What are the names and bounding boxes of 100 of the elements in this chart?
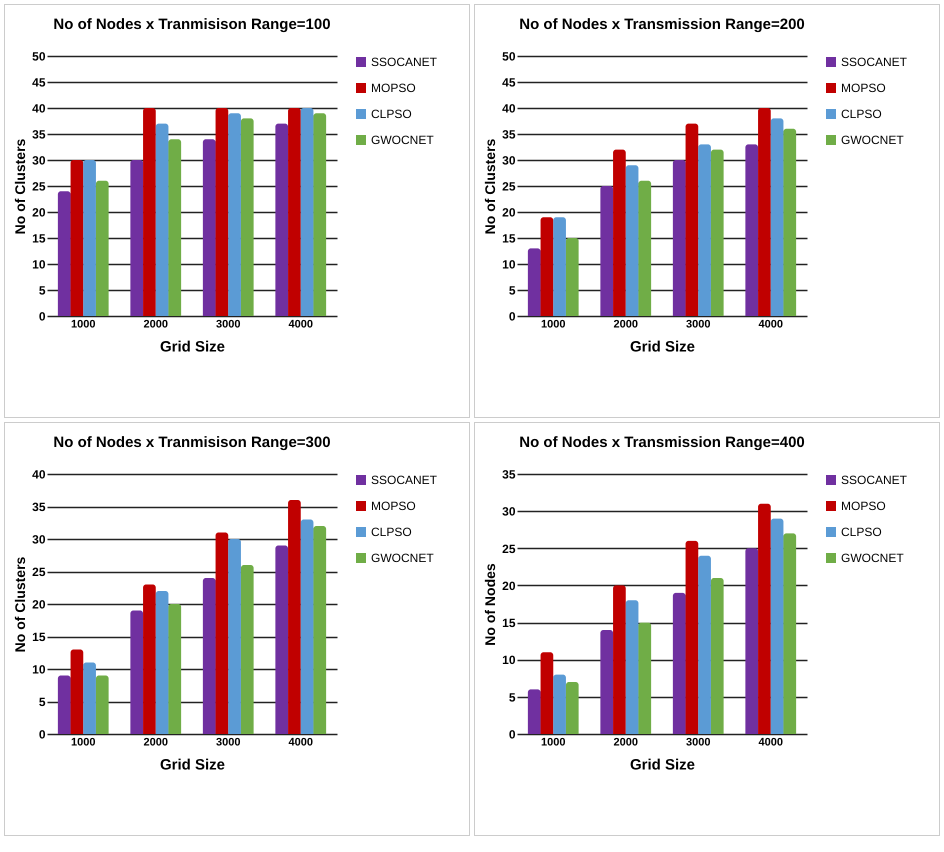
y-tick-label: 20: [32, 598, 46, 612]
y-tick-label: 15: [32, 630, 46, 644]
bar: [202, 578, 216, 734]
x-tick-label: 3000: [686, 736, 710, 748]
legend-label: CLPSO: [371, 107, 412, 121]
x-tick-label: 4000: [758, 736, 783, 748]
bar: [613, 150, 626, 316]
x-tick-label: 1000: [71, 318, 96, 330]
bar: [600, 630, 614, 734]
bar: [216, 108, 228, 316]
y-tick-label: 10: [502, 653, 516, 668]
bar: [130, 610, 144, 734]
y-tick-label: 35: [502, 128, 516, 142]
bar: [540, 217, 554, 316]
legend-label: CLPSO: [841, 525, 882, 539]
legend-label: SSOCANET: [371, 55, 438, 69]
x-tick-label: 4000: [288, 736, 313, 748]
bar: [58, 191, 71, 316]
chart-title: No of Nodes x Transmission Range=200: [519, 16, 805, 33]
y-tick-label: 0: [38, 310, 46, 324]
bar: [70, 650, 84, 734]
y-tick-label: 30: [32, 154, 46, 168]
legend-label: MOPSO: [841, 499, 886, 513]
bar: [156, 124, 168, 316]
y-axis-title: No of Clusters: [482, 138, 498, 234]
y-tick-label: 50: [502, 50, 516, 64]
y-tick-label: 25: [502, 542, 516, 556]
chart-title: No of Nodes x Tranmisison Range=100: [53, 16, 331, 33]
y-tick-label: 45: [502, 76, 516, 90]
bar: [275, 124, 288, 316]
bar: [202, 139, 216, 316]
bar: [613, 585, 626, 734]
bar: [313, 113, 326, 316]
bar: [745, 144, 758, 316]
y-axis-title: No of Clusters: [12, 556, 28, 652]
y-axis-title: No of Nodes: [482, 563, 498, 646]
bar: [758, 504, 771, 734]
bar: [300, 108, 314, 316]
y-tick-label: 40: [32, 468, 46, 482]
x-axis-title: Grid Size: [630, 756, 696, 774]
bar: [216, 532, 228, 734]
bar: [70, 160, 84, 316]
bar: [168, 604, 182, 734]
y-tick-label: 15: [502, 616, 516, 630]
bar: [143, 584, 156, 734]
bar: [672, 160, 686, 316]
x-axis-title: Grid Size: [160, 338, 226, 356]
y-tick-label: 35: [502, 468, 516, 482]
legend-label: MOPSO: [841, 81, 886, 95]
legend-label: MOPSO: [371, 81, 416, 95]
legend-label: SSOCANET: [841, 473, 908, 487]
y-tick-label: 10: [32, 662, 46, 676]
legend-label: GWOCNET: [841, 133, 904, 147]
bar: [288, 108, 301, 316]
bar: [58, 676, 71, 734]
y-tick-label: 35: [32, 128, 46, 142]
bar: [130, 160, 144, 316]
x-tick-label: 3000: [216, 736, 240, 748]
y-tick-label: 0: [508, 310, 516, 324]
bar: [228, 113, 241, 316]
y-axis-title: No of Clusters: [12, 138, 28, 234]
bar: [566, 238, 579, 316]
y-tick-label: 20: [502, 578, 516, 593]
legend-label: GWOCNET: [371, 133, 434, 147]
x-axis-title: Grid Size: [160, 756, 226, 774]
y-tick-label: 25: [32, 180, 46, 194]
bar: [770, 518, 784, 734]
y-tick-label: 5: [508, 284, 516, 298]
y-tick-label: 0: [38, 728, 46, 742]
bar: [710, 150, 724, 316]
y-tick-label: 5: [38, 284, 46, 298]
y-tick-label: 5: [508, 690, 516, 704]
x-tick-label: 2000: [614, 736, 638, 748]
x-tick-label: 2000: [144, 736, 168, 748]
bar: [698, 556, 711, 734]
y-tick-label: 20: [32, 206, 46, 220]
y-tick-label: 50: [32, 50, 46, 64]
y-tick-label: 5: [38, 695, 46, 709]
bar: [528, 689, 541, 734]
bar: [783, 128, 796, 316]
bar: [626, 165, 638, 316]
x-tick-label: 2000: [144, 318, 168, 330]
y-tick-label: 15: [32, 232, 46, 246]
y-tick-label: 25: [502, 180, 516, 194]
x-tick-label: 3000: [216, 318, 240, 330]
y-tick-label: 35: [32, 500, 46, 514]
bar: [240, 565, 254, 734]
legend-label: CLPSO: [841, 107, 882, 121]
y-tick-label: 30: [502, 504, 516, 519]
bar: [240, 118, 254, 316]
bar: [638, 622, 652, 734]
bar: [168, 139, 182, 316]
y-tick-label: 40: [32, 102, 46, 116]
bar: [638, 180, 652, 316]
bar: [96, 180, 109, 316]
bar: [710, 578, 724, 734]
legend-label: MOPSO: [371, 499, 416, 513]
bar: [566, 682, 579, 734]
y-tick-label: 15: [502, 232, 516, 246]
bar: [758, 108, 771, 316]
